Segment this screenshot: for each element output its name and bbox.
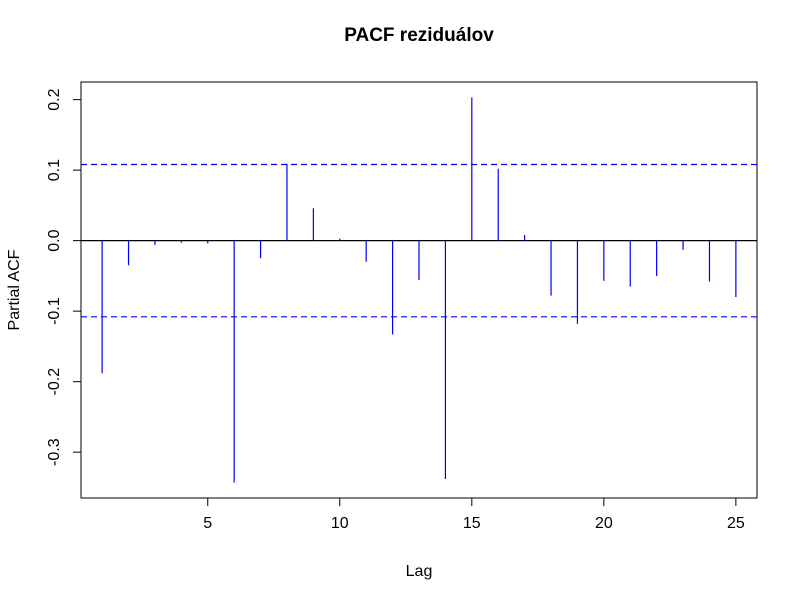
y-tick-label-1: -0.2	[46, 368, 63, 396]
y-tick-label-2: -0.1	[46, 297, 63, 325]
x-tick-label-15: 15	[463, 515, 481, 532]
x-tick-label-5: 5	[203, 515, 212, 532]
x-axis-label: Lag	[406, 563, 433, 580]
chart-title: PACF reziduálov	[344, 25, 494, 46]
confidence-lines	[81, 163, 757, 318]
y-axis-label: Partial ACF	[6, 249, 23, 330]
x-tick-label-20: 20	[595, 515, 613, 532]
y-tick-label-0: -0.3	[46, 438, 63, 466]
y-tick-label-3: 0.0	[46, 229, 63, 251]
y-axis: -0.3 -0.2 -0.1 0.0 0.1 0.2	[46, 88, 81, 466]
pacf-bars	[101, 97, 737, 483]
y-tick-label-5: 0.2	[46, 88, 63, 110]
y-tick-label-4: 0.1	[46, 159, 63, 181]
plot-frame	[80, 81, 758, 499]
x-tick-label-25: 25	[727, 515, 745, 532]
x-tick-label-10: 10	[331, 515, 349, 532]
x-axis: 5 10 15 20 25	[203, 498, 745, 532]
